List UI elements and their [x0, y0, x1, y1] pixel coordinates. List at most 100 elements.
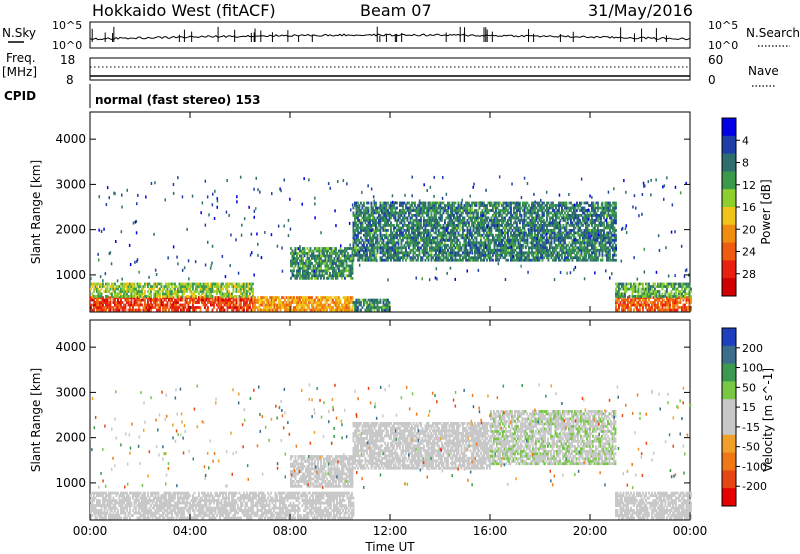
heatmap-cell — [165, 298, 167, 302]
heatmap-cell — [133, 287, 136, 291]
heatmap-cell — [499, 243, 502, 247]
heatmap-cell — [132, 287, 134, 291]
noise-right-tick-bottom: 10^0 — [708, 39, 738, 52]
heatmap-cell — [688, 290, 691, 293]
heatmap-cell — [369, 303, 371, 307]
heatmap-cell — [436, 201, 439, 205]
heatmap-cell — [519, 236, 521, 240]
heatmap-cell — [217, 303, 220, 307]
heatmap-cell — [459, 248, 461, 252]
heatmap-cell — [508, 241, 511, 245]
heatmap-cell — [117, 301, 119, 304]
heatmap-cell — [317, 296, 319, 299]
heatmap-cell — [501, 219, 503, 222]
heatmap-cell — [477, 248, 479, 252]
heatmap-cell — [462, 231, 464, 235]
heatmap-cell — [465, 258, 467, 262]
heatmap-cell — [339, 247, 342, 250]
heatmap-cell — [436, 219, 439, 222]
heatmap-cell — [202, 301, 205, 304]
heatmap-cell — [523, 229, 526, 232]
heatmap-cell — [531, 258, 533, 262]
heatmap-cell — [195, 290, 197, 293]
heatmap-cell — [347, 257, 349, 260]
heatmap-cell — [513, 236, 515, 240]
heatmap-cell — [291, 249, 294, 253]
heatmap-cell — [339, 259, 342, 263]
heatmap-cell — [510, 211, 512, 215]
heatmap-cell — [531, 238, 533, 242]
heatmap-cell — [370, 214, 373, 217]
heatmap-cell — [429, 221, 431, 225]
heatmap-cell — [112, 282, 115, 286]
heatmap-cell — [411, 238, 413, 242]
heatmap-cell — [493, 226, 496, 230]
heatmap-cell — [299, 308, 301, 312]
heatmap-cell — [327, 264, 330, 268]
heatmap-cell — [364, 221, 367, 225]
heatmap-cell — [505, 241, 508, 245]
heatmap-cell — [339, 249, 342, 253]
heatmap-cell — [484, 219, 487, 222]
heatmap-cell — [243, 287, 245, 291]
heatmap-cell — [258, 306, 261, 309]
heatmap-cell — [492, 219, 494, 222]
heatmap-cell — [465, 221, 467, 225]
heatmap-cell — [508, 201, 511, 205]
heatmap-cell — [400, 219, 403, 222]
heatmap-cell — [373, 224, 376, 227]
heatmap-cell — [246, 301, 248, 304]
heatmap-cell — [460, 236, 463, 240]
heatmap-cell — [619, 295, 622, 298]
heatmap-cell — [175, 303, 178, 307]
heatmap-cell — [329, 257, 331, 260]
heatmap-cell — [303, 298, 306, 302]
heatmap-cell — [430, 221, 433, 225]
heatmap-cell — [382, 248, 385, 252]
heatmap-cell — [531, 216, 533, 220]
heatmap-cell — [369, 233, 371, 237]
heatmap-cell — [350, 264, 352, 268]
heatmap-cell — [427, 209, 430, 212]
heatmap-cell — [532, 241, 535, 245]
heatmap-cell — [570, 221, 572, 225]
heatmap-cell — [427, 236, 430, 240]
heatmap-cell — [508, 236, 511, 240]
heatmap-cell — [138, 287, 140, 291]
heatmap-cell — [351, 308, 354, 312]
heatmap-cell — [385, 308, 388, 312]
heatmap-cell — [523, 258, 526, 262]
heatmap-cell — [207, 290, 209, 293]
heatmap-cell — [543, 243, 545, 247]
heatmap-cell — [553, 209, 556, 212]
heatmap-cell — [510, 248, 512, 252]
heatmap-cell — [114, 287, 116, 291]
heatmap-cell — [216, 303, 218, 307]
heatmap-cell — [432, 246, 434, 250]
heatmap-cell — [501, 248, 503, 252]
heatmap-cell — [550, 201, 553, 205]
heatmap-cell — [153, 285, 155, 288]
heatmap-cell — [138, 308, 140, 312]
heatmap-cell — [208, 295, 211, 298]
heatmap-cell — [405, 231, 407, 235]
heatmap-cell — [312, 274, 315, 278]
heatmap-cell — [294, 257, 297, 260]
heatmap-cell — [384, 226, 386, 230]
heatmap-cell — [351, 249, 354, 253]
heatmap-cell — [357, 301, 359, 304]
heatmap-cell — [471, 221, 473, 225]
heatmap-cell — [516, 229, 518, 232]
heatmap-cell — [412, 233, 415, 237]
heatmap-cell — [345, 303, 348, 307]
heatmap-cell — [640, 295, 643, 298]
heatmap-cell — [249, 306, 251, 309]
heatmap-cell — [246, 308, 248, 312]
heatmap-cell — [448, 216, 451, 220]
heatmap-cell — [342, 249, 345, 253]
heatmap-cell — [399, 233, 401, 237]
heatmap-cell — [435, 243, 437, 247]
heatmap-cell — [375, 219, 377, 222]
heatmap-cell — [468, 231, 470, 235]
heatmap-cell — [330, 308, 333, 312]
